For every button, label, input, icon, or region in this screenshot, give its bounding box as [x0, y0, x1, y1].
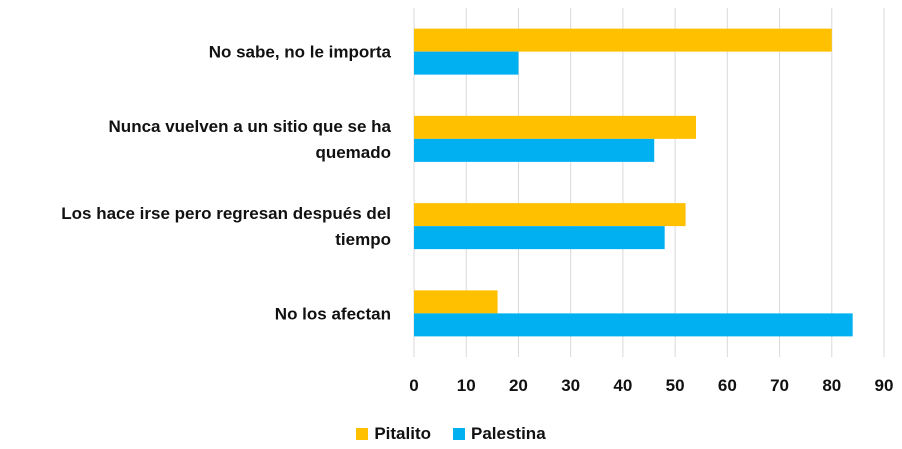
x-tick-label-70: 70: [770, 376, 789, 395]
bar-pitalito-1: [414, 115, 696, 139]
bars: [414, 28, 853, 337]
bar-pitalito-2: [414, 203, 686, 227]
x-tick-label-30: 30: [561, 376, 580, 395]
legend-swatch-palestina: [453, 428, 465, 440]
bar-palestina-1: [414, 138, 655, 162]
category-label-1: Nunca vuelven a un sitio que se ha quemad…: [109, 117, 392, 162]
legend-item-palestina: Palestina: [453, 424, 546, 444]
bar-palestina-3: [414, 313, 853, 337]
x-tick-label-20: 20: [509, 376, 528, 395]
legend: Pitalito Palestina: [0, 424, 902, 444]
x-tick-label-0: 0: [409, 376, 418, 395]
x-tick-label-90: 90: [875, 376, 894, 395]
category-label-3: No los afectan: [275, 304, 391, 323]
legend-label-pitalito: Pitalito: [374, 424, 431, 443]
bar-chart: No sabe, no le importa Nunca vuelven a un…: [61, 8, 893, 395]
bar-pitalito-0: [414, 28, 832, 52]
legend-swatch-pitalito: [356, 428, 369, 440]
x-tick-label-10: 10: [457, 376, 476, 395]
x-tick-label-60: 60: [718, 376, 737, 395]
category-label-0: No sabe, no le importa: [209, 43, 392, 62]
x-axis-ticks: 0 10 20 30 40 50 60 70 80 90: [409, 376, 893, 395]
category-label-2: Los hace irse pero regresan después del t…: [61, 204, 391, 249]
legend-item-pitalito: Pitalito: [356, 424, 431, 444]
category-labels: No sabe, no le importa Nunca vuelven a un…: [61, 43, 391, 324]
x-tick-label-80: 80: [822, 376, 841, 395]
bar-palestina-2: [414, 226, 665, 250]
x-tick-label-50: 50: [666, 376, 685, 395]
bar-palestina-0: [414, 51, 519, 75]
x-tick-label-40: 40: [613, 376, 632, 395]
legend-label-palestina: Palestina: [471, 424, 546, 443]
bar-pitalito-3: [414, 290, 498, 314]
